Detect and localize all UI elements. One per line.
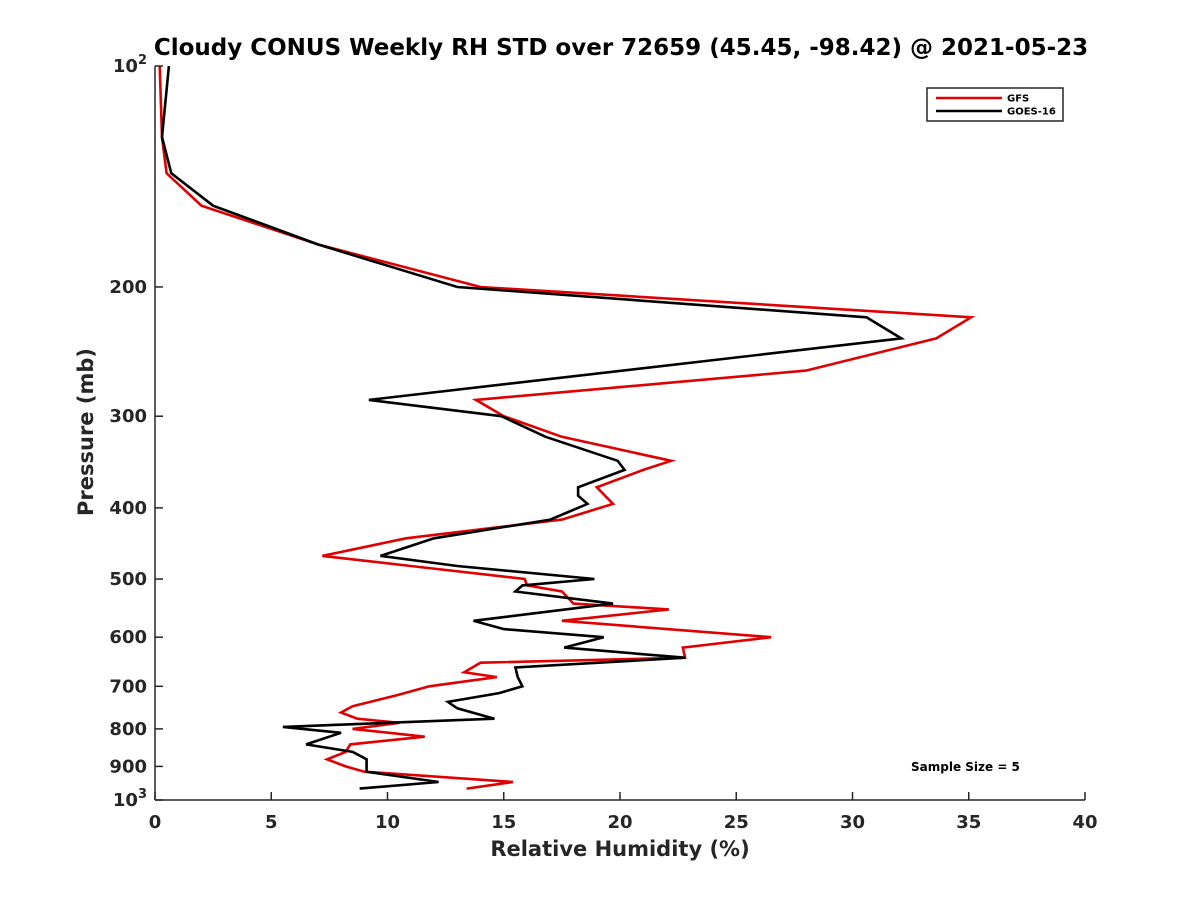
legend-label-goes-16: GOES-16 (1007, 107, 1056, 118)
legend: GFS GOES-16 (926, 87, 1064, 122)
y-tick-label: 102 (113, 53, 147, 77)
y-axis-label: Pressure (mb) (74, 348, 98, 516)
series-line-gfs (158, 65, 976, 790)
x-tick-label: 30 (840, 812, 865, 833)
y-tick-label: 700 (109, 676, 147, 697)
y-tick-label: 103 (113, 787, 147, 811)
x-tick-label: 15 (491, 812, 516, 833)
y-axis: 102 200 300 400 500 600 700 800 900 103 (109, 53, 163, 811)
x-tick-label: 20 (607, 812, 632, 833)
x-tick-label: 25 (724, 812, 749, 833)
y-tick-label: 600 (109, 627, 147, 648)
legend-box (926, 87, 1064, 122)
x-tick-label: 0 (149, 812, 162, 833)
x-tick-label: 35 (956, 812, 981, 833)
y-tick-label: 400 (109, 498, 147, 519)
x-axis: 0 5 10 15 20 25 30 35 40 (149, 792, 1098, 833)
legend-label-gfs: GFS (1007, 94, 1029, 105)
y-tick-label: 200 (109, 277, 147, 298)
y-tick-label: 500 (109, 569, 147, 590)
plot-frame (154, 66, 1085, 801)
y-tick-label: 300 (109, 406, 147, 427)
x-tick-label: 40 (1072, 812, 1097, 833)
x-axis-label: Relative Humidity (%) (490, 837, 749, 861)
chart-title: Cloudy CONUS Weekly RH STD over 72659 (4… (154, 35, 1088, 61)
y-tick-label: 800 (109, 719, 147, 740)
sample-size-annotation: Sample Size = 5 (911, 760, 1020, 774)
y-tick-label: 900 (109, 756, 147, 777)
series-line-goes-16 (160, 65, 906, 790)
x-tick-label: 10 (375, 812, 400, 833)
x-tick-label: 5 (265, 812, 278, 833)
series-layer (158, 65, 976, 790)
